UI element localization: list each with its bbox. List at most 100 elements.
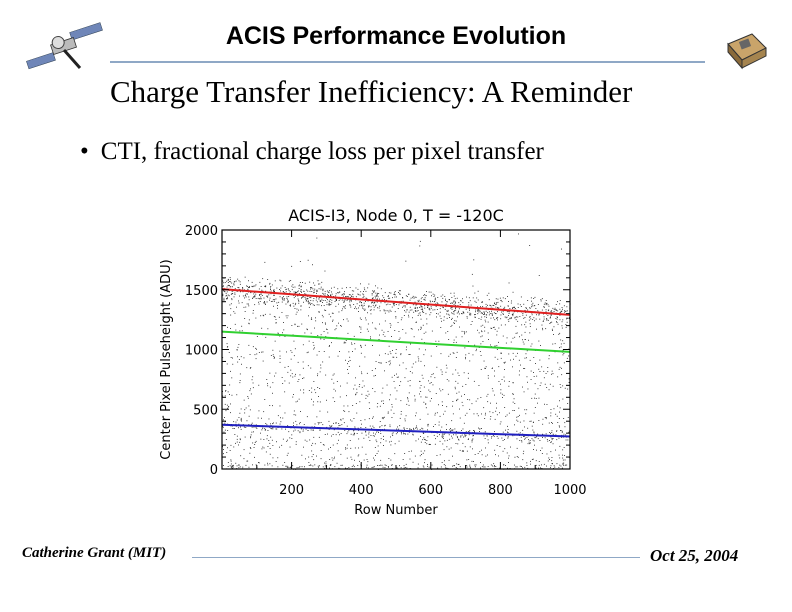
- scatter-point: [338, 300, 340, 301]
- scatter-point: [338, 423, 340, 424]
- scatter-point: [568, 317, 570, 319]
- scatter-point: [396, 356, 398, 358]
- scatter-point: [273, 422, 274, 424]
- scatter-point: [532, 429, 534, 431]
- scatter-point: [236, 465, 238, 467]
- scatter-point: [405, 295, 407, 297]
- scatter-point: [251, 379, 253, 381]
- scatter-point: [254, 295, 256, 297]
- scatter-point: [287, 302, 289, 304]
- scatter-point: [477, 308, 479, 310]
- scatter-point: [453, 465, 455, 467]
- scatter-point: [515, 325, 517, 327]
- scatter-point: [487, 304, 488, 306]
- scatter-point: [286, 454, 288, 456]
- scatter-point: [286, 317, 288, 319]
- scatter-point: [326, 290, 328, 292]
- scatter-point: [277, 307, 278, 309]
- scatter-point: [376, 294, 378, 295]
- scatter-point: [465, 354, 467, 356]
- scatter-point: [285, 291, 287, 293]
- scatter-point: [413, 297, 415, 299]
- scatter-point: [452, 413, 454, 415]
- scatter-point: [355, 377, 356, 379]
- scatter-point: [352, 293, 354, 295]
- scatter-point: [461, 434, 463, 436]
- scatter-point: [400, 300, 402, 302]
- scatter-point: [384, 312, 386, 314]
- scatter-point: [344, 430, 346, 431]
- scatter-point: [275, 298, 277, 300]
- scatter-point: [248, 319, 250, 321]
- scatter-point: [401, 317, 403, 319]
- scatter-point: [295, 291, 297, 293]
- scatter-point: [568, 382, 570, 383]
- scatter-point: [499, 423, 501, 425]
- scatter-point: [363, 294, 365, 296]
- scatter-point: [486, 395, 488, 397]
- scatter-point: [451, 297, 453, 298]
- scatter-point: [338, 322, 339, 324]
- scatter-point: [415, 427, 416, 429]
- scatter-point: [367, 461, 369, 463]
- scatter-point: [232, 293, 234, 295]
- scatter-point: [392, 302, 394, 304]
- scatter-point: [451, 302, 453, 304]
- scatter-point: [313, 292, 315, 294]
- scatter-point: [482, 301, 483, 303]
- scatter-point: [459, 408, 460, 410]
- scatter-point: [262, 427, 263, 429]
- scatter-point: [377, 465, 378, 466]
- scatter-point: [518, 233, 519, 235]
- scatter-point: [507, 296, 508, 297]
- scatter-point: [434, 414, 436, 416]
- scatter-point: [360, 420, 362, 421]
- scatter-point: [538, 464, 540, 466]
- scatter-point: [552, 463, 553, 465]
- scatter-point: [316, 304, 318, 306]
- scatter-point: [524, 466, 526, 468]
- scatter-point: [261, 448, 263, 450]
- scatter-point: [455, 357, 457, 358]
- scatter-point: [273, 290, 274, 292]
- scatter-point: [240, 408, 242, 410]
- scatter-point: [498, 467, 500, 469]
- scatter-point: [343, 341, 345, 343]
- scatter-point: [339, 351, 340, 352]
- scatter-point: [379, 310, 381, 312]
- scatter-point: [349, 299, 351, 301]
- scatter-point: [455, 434, 457, 436]
- scatter-point: [354, 343, 356, 345]
- scatter-point: [550, 316, 551, 318]
- scatter-point: [564, 426, 566, 428]
- scatter-point: [253, 426, 255, 428]
- scatter-point: [448, 339, 450, 340]
- scatter-point: [237, 361, 239, 363]
- scatter-point: [463, 450, 464, 452]
- scatter-point: [326, 328, 327, 330]
- scatter-point: [547, 460, 549, 462]
- scatter-point: [378, 339, 380, 341]
- scatter-point: [523, 436, 524, 437]
- scatter-point: [477, 313, 479, 315]
- scatter-point: [534, 320, 535, 322]
- scatter-point: [313, 401, 314, 403]
- scatter-point: [511, 300, 512, 302]
- scatter-point: [463, 422, 465, 424]
- scatter-point: [332, 459, 334, 461]
- scatter-point: [248, 405, 250, 407]
- scatter-point: [232, 363, 234, 365]
- scatter-point: [291, 325, 293, 326]
- scatter-point: [311, 303, 313, 304]
- scatter-point: [566, 318, 567, 320]
- scatter-point: [372, 416, 374, 418]
- scatter-point: [563, 362, 565, 364]
- scatter-point: [419, 429, 421, 430]
- scatter-point: [423, 386, 425, 388]
- scatter-point: [314, 464, 316, 466]
- scatter-point: [412, 317, 413, 319]
- scatter-point: [244, 311, 246, 312]
- scatter-point: [454, 428, 456, 430]
- scatter-point: [480, 462, 481, 463]
- scatter-point: [436, 302, 438, 304]
